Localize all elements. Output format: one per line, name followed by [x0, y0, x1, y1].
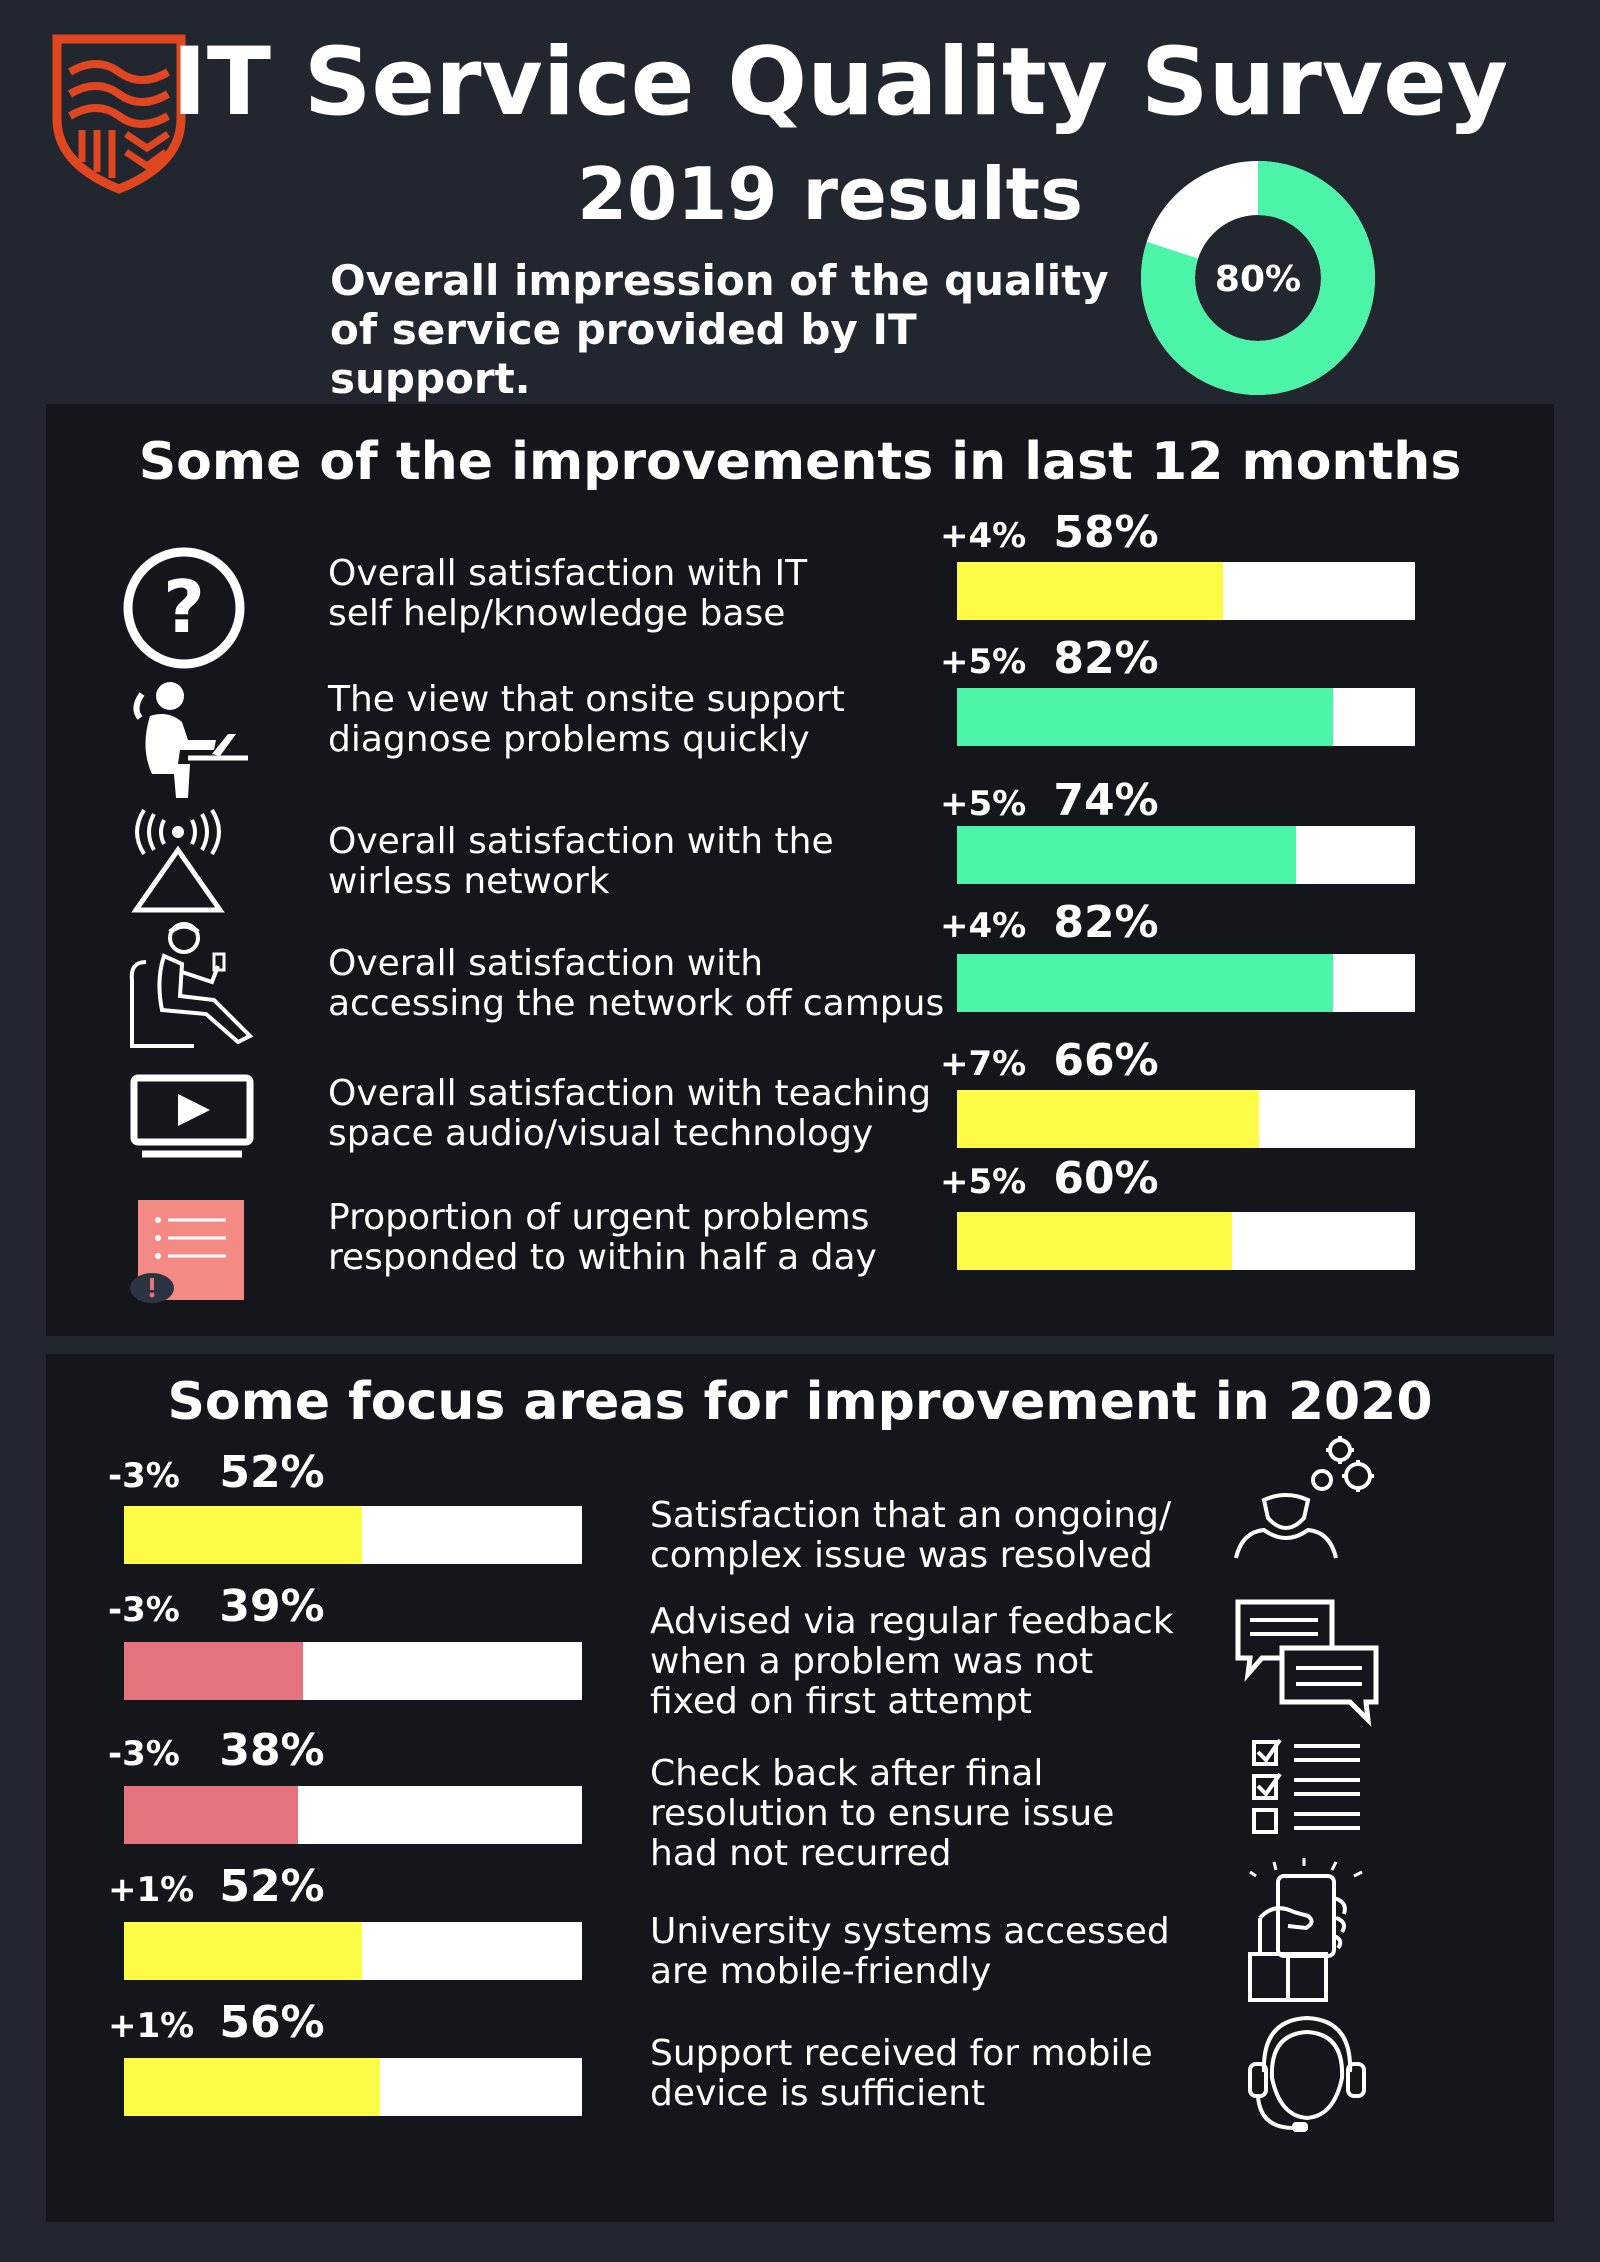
focus-item-value-label: 52%	[219, 1447, 325, 1498]
improvements-item-value-label: 74%	[1053, 775, 1159, 826]
focus-item-bar-track	[124, 2058, 582, 2116]
page-title: IT Service Quality Survey	[171, 28, 1509, 137]
improvements-item-value-label: 58%	[1053, 507, 1159, 558]
overall-donut-chart: 80%	[1141, 161, 1375, 395]
improvements-item-bar-fill	[957, 562, 1223, 620]
focus-item-label: Satisfaction that an ongoing/ complex is…	[650, 1495, 1172, 1576]
video-screen-icon	[130, 1074, 254, 1158]
urgent-list-icon	[130, 1200, 244, 1303]
focus-item-label: Advised via regular feedback when a prob…	[650, 1601, 1174, 1722]
person-phone-chair-icon	[129, 922, 254, 1048]
improvements-item-change: +4%	[940, 906, 1027, 946]
focus-item-label: Check back after final resolution to ens…	[650, 1753, 1115, 1874]
improvements-item-value-label: 60%	[1053, 1153, 1159, 1204]
focus-item-bar-track	[124, 1642, 582, 1700]
person-gears-icon	[1234, 1436, 1374, 1559]
improvements-item-bar-fill	[957, 1212, 1232, 1270]
improvements-item-bar-track	[957, 826, 1415, 884]
improvements-item-bar-track	[957, 1212, 1415, 1270]
improvements-item-value-label: 66%	[1053, 1035, 1159, 1086]
improvements-item-change: +7%	[940, 1044, 1027, 1084]
focus-item-bar-track	[124, 1786, 582, 1844]
focus-item-bar-fill	[124, 1786, 299, 1844]
overall-impression-line-2: of service provided by IT support.	[330, 305, 917, 403]
focus-item-value-label: 56%	[219, 1997, 325, 2048]
focus-title: Some focus areas for improvement in 2020	[167, 1372, 1433, 1432]
improvements-item-change: +5%	[940, 642, 1027, 682]
improvements-item-bar-track	[957, 1090, 1415, 1148]
improvements-item-value-label: 82%	[1053, 633, 1159, 684]
focus-item-value-label: 39%	[219, 1581, 325, 1632]
wireless-tower-icon	[131, 808, 225, 913]
question-mark-icon: ?	[123, 547, 245, 669]
focus-item-value-label: 38%	[219, 1725, 325, 1776]
improvements-item-label: Overall satisfaction with accessing the …	[328, 943, 945, 1024]
improvements-item-bar-fill	[957, 1090, 1260, 1148]
improvements-item-change: +5%	[940, 1162, 1027, 1202]
focus-item-bar-fill	[124, 1506, 363, 1564]
donut-value-label: 80%	[1215, 259, 1301, 300]
donut-value-arc	[1141, 161, 1375, 395]
focus-item-bar-track	[124, 1922, 582, 1980]
improvements-item-bar-track	[957, 562, 1415, 620]
improvements-item-label: Proportion of urgent problems responded …	[328, 1197, 877, 1278]
improvements-item-bar-track	[957, 954, 1415, 1012]
improvements-item-label: The view that onsite support diagnose pr…	[328, 679, 845, 760]
focus-item-change: -3%	[108, 1456, 180, 1496]
hand-phone-icon	[1248, 1858, 1363, 2002]
improvements-item-bar-fill	[957, 688, 1333, 746]
focus-item-change: +1%	[108, 2006, 195, 2046]
focus-item-bar-fill	[124, 1642, 303, 1700]
improvements-item-label: Overall satisfaction with the wirless ne…	[328, 821, 834, 902]
improvements-item-change: +4%	[940, 516, 1027, 556]
page-subtitle: 2019 results	[577, 152, 1083, 236]
improvements-item-bar-fill	[957, 954, 1333, 1012]
checklist-icon	[1252, 1738, 1360, 1834]
focus-item-change: -3%	[108, 1734, 180, 1774]
focus-item-change: +1%	[108, 1870, 195, 1910]
improvements-item-change: +5%	[940, 784, 1027, 824]
focus-item-change: -3%	[108, 1590, 180, 1630]
focus-item-label: University systems accessed are mobile-f…	[650, 1911, 1170, 1992]
improvements-item-bar-track	[957, 688, 1415, 746]
focus-item-bar-track	[124, 1506, 582, 1564]
improvements-item-value-label: 82%	[1053, 897, 1159, 948]
overall-impression-line-1: Overall impression of the quality	[330, 256, 1109, 305]
headset-agent-icon	[1248, 2015, 1366, 2132]
shield-logo-icon	[52, 34, 186, 194]
improvements-title: Some of the improvements in last 12 mont…	[138, 432, 1462, 492]
improvements-item-bar-fill	[957, 826, 1296, 884]
overall-impression-text: Overall impression of the quality of ser…	[330, 256, 1110, 403]
focus-item-value-label: 52%	[219, 1861, 325, 1912]
person-laptop-icon	[133, 682, 248, 798]
chat-bubbles-icon	[1235, 1599, 1379, 1727]
improvements-item-label: Overall satisfaction with teaching space…	[328, 1073, 932, 1154]
svg-text:?: ?	[163, 565, 205, 649]
improvements-item-label: Overall satisfaction with IT self help/k…	[328, 553, 808, 634]
focus-item-label: Support received for mobile device is su…	[650, 2033, 1153, 2114]
focus-item-bar-fill	[124, 1922, 363, 1980]
focus-item-bar-fill	[124, 2058, 381, 2116]
